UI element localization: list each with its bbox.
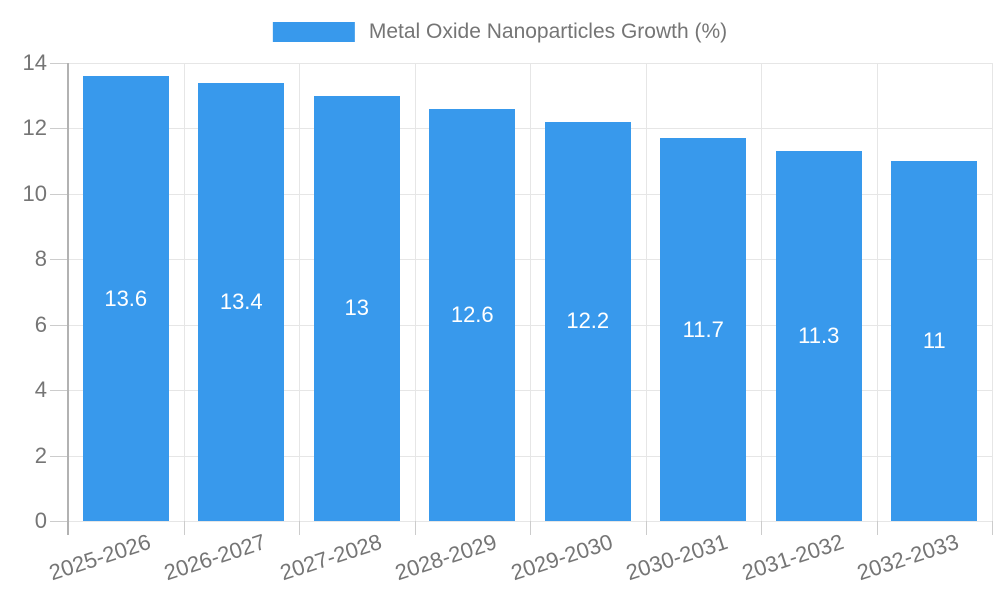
- bar[interactable]: [775, 151, 862, 521]
- gridline-vertical: [299, 63, 300, 521]
- x-axis-tick: [645, 521, 647, 535]
- bar[interactable]: [82, 76, 169, 521]
- y-axis-tick: [50, 521, 68, 522]
- y-axis-tick-label: 2: [34, 442, 47, 468]
- bar-value-label: 11.7: [682, 316, 724, 342]
- y-axis-tick-label: 0: [34, 508, 47, 533]
- legend-label: Metal Oxide Nanoparticles Growth (%): [368, 20, 728, 43]
- y-axis-tick: [50, 324, 68, 326]
- x-axis-tick: [992, 521, 993, 535]
- bar-value-label: 11.3: [798, 323, 840, 349]
- bar[interactable]: [198, 82, 285, 521]
- y-axis-tick-label: 14: [22, 50, 47, 75]
- x-axis-tick: [299, 521, 300, 535]
- x-axis-tick: [876, 521, 878, 535]
- bar[interactable]: [891, 161, 978, 521]
- gridline-vertical: [645, 63, 647, 521]
- gridline-vertical: [761, 63, 762, 521]
- bar[interactable]: [544, 121, 631, 521]
- x-axis-tick: [530, 521, 531, 535]
- gridline-vertical: [183, 63, 185, 521]
- y-axis-tick-label: 6: [34, 311, 47, 337]
- gridline-vertical: [414, 63, 416, 521]
- bar-value-label: 13.4: [219, 288, 263, 314]
- bar-value-label: 12.6: [450, 301, 494, 327]
- y-axis-tick-label: 4: [34, 377, 47, 403]
- y-axis-tick: [50, 259, 68, 261]
- chart-legend[interactable]: Metal Oxide Nanoparticles Growth (%): [272, 20, 728, 44]
- bar-value-label: 12.2: [566, 308, 610, 334]
- y-axis-line: [67, 63, 69, 535]
- y-axis-tick: [50, 390, 68, 392]
- gridline-vertical: [876, 63, 878, 521]
- gridline-vertical: [992, 63, 993, 521]
- bar[interactable]: [660, 138, 747, 521]
- bar-value-label: 13.6: [104, 285, 148, 311]
- y-axis-tick: [50, 63, 68, 64]
- y-axis-tick-label: 12: [22, 115, 47, 141]
- y-axis-tick: [50, 455, 68, 457]
- y-axis-tick: [50, 193, 68, 195]
- y-axis-tick-label: 8: [34, 246, 47, 272]
- x-axis-tick: [761, 521, 762, 535]
- x-axis-tick: [183, 521, 185, 535]
- bar[interactable]: [313, 95, 400, 521]
- y-axis-tick: [50, 128, 68, 130]
- gridline-vertical: [530, 63, 531, 521]
- bar-value-label: 11: [922, 328, 946, 354]
- legend-swatch[interactable]: [272, 22, 355, 42]
- bar-value-label: 13: [344, 295, 369, 321]
- x-axis-tick: [414, 521, 416, 535]
- y-axis-tick-label: 10: [22, 180, 47, 206]
- bar[interactable]: [429, 108, 516, 521]
